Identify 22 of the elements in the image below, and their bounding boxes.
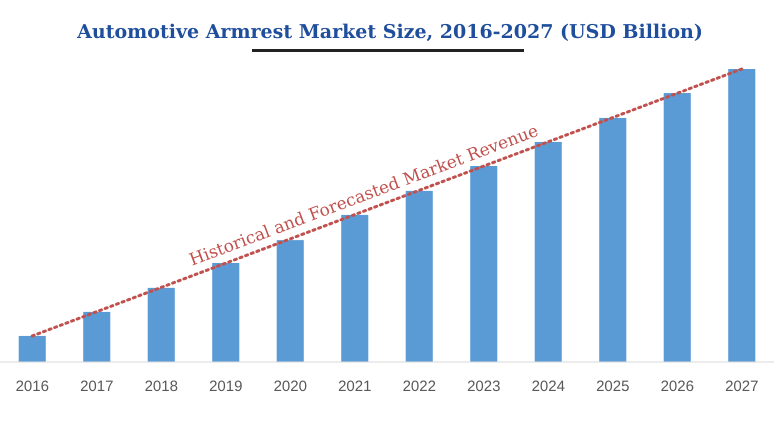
- chart-title: Automotive Armrest Market Size, 2016-2027 (USD Billion): [76, 21, 703, 43]
- x-tick-label: 2026: [660, 378, 694, 395]
- x-tick-label: 2017: [80, 378, 114, 395]
- bar: [599, 118, 626, 362]
- bar: [276, 240, 304, 362]
- x-tick-label: 2022: [402, 378, 436, 395]
- bar: [18, 336, 46, 362]
- x-tick-label: 2025: [596, 378, 630, 395]
- bar: [470, 166, 498, 362]
- x-tick-label: 2023: [467, 378, 500, 395]
- bar: [664, 93, 691, 362]
- x-tick-label: 2024: [532, 378, 565, 395]
- bar: [406, 190, 433, 362]
- bar: [728, 69, 756, 362]
- x-tick-label: 2021: [338, 378, 372, 395]
- x-tick-label: 2018: [144, 378, 178, 395]
- bar: [83, 312, 110, 362]
- x-tick-label: 2016: [16, 378, 49, 395]
- x-tick-label: 2027: [725, 378, 758, 395]
- bar: [148, 288, 175, 362]
- x-tick-label: 2020: [274, 378, 307, 395]
- x-tick-label: 2019: [209, 378, 242, 395]
